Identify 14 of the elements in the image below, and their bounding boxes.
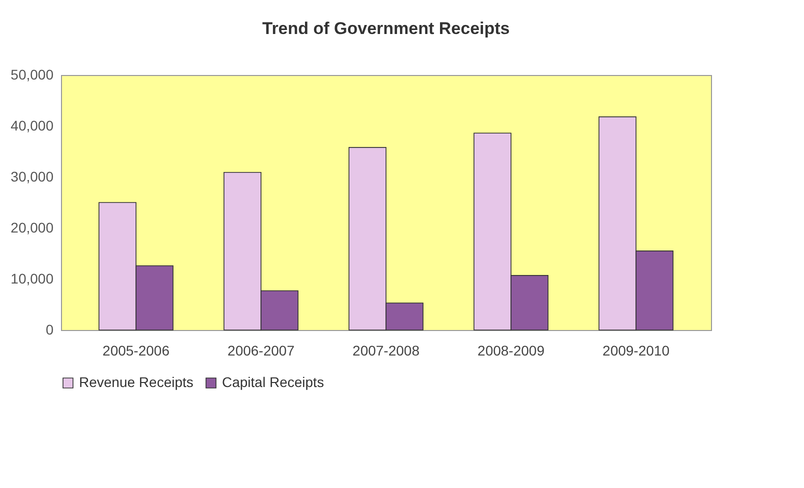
y-tick-label: 20,000: [10, 220, 54, 236]
y-tick-label: 0: [46, 322, 54, 338]
y-tick-label: 10,000: [10, 270, 54, 286]
y-tick-label: 30,000: [10, 168, 54, 184]
x-tick-label: 2005-2006: [102, 342, 170, 358]
x-tick-label: 2009-2010: [602, 342, 670, 358]
x-tick-label: 2006-2007: [228, 342, 295, 358]
y-tick-label: 50,000: [10, 66, 54, 82]
y-tick-label: 40,000: [10, 118, 54, 134]
legend-label: Revenue Receipts: [79, 374, 194, 390]
x-tick-label: 2007-2008: [352, 342, 420, 358]
legend-label: Capital Receipts: [222, 374, 324, 390]
chart-title: Trend of Government Receipts: [262, 19, 510, 38]
x-tick-label: 2008-2009: [478, 342, 545, 358]
